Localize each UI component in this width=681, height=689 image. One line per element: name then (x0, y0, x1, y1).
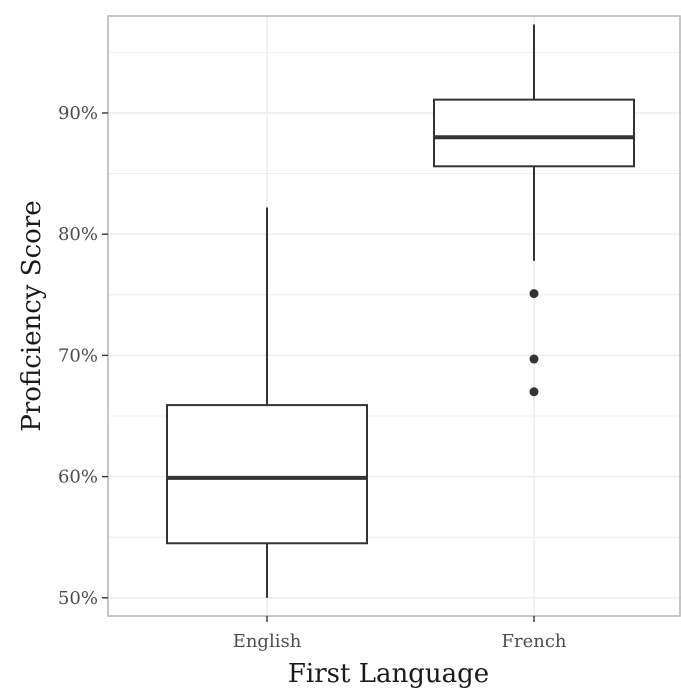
outlier-point (529, 387, 539, 397)
box-french (433, 24, 635, 397)
y-tick-label: 70% (58, 345, 98, 366)
x-tick-label: French (501, 631, 566, 652)
box-layer (166, 24, 635, 598)
y-tick-label: 80% (58, 224, 98, 245)
y-axis-title: Proficiency Score (17, 200, 47, 431)
y-tick-label: 60% (58, 467, 98, 488)
panel-border (107, 15, 681, 617)
y-tick-label: 90% (58, 103, 98, 124)
x-tick-label: English (233, 631, 302, 652)
outlier-point (529, 289, 539, 299)
box-iqr (433, 98, 635, 168)
y-tick-label: 50% (58, 588, 98, 609)
outlier-point (529, 354, 539, 364)
x-axis-title: First Language (288, 659, 489, 689)
box-english (166, 207, 368, 598)
axis-layer: 50% 60% 70% 80% 90% English French (58, 103, 567, 652)
box-iqr (166, 404, 368, 545)
